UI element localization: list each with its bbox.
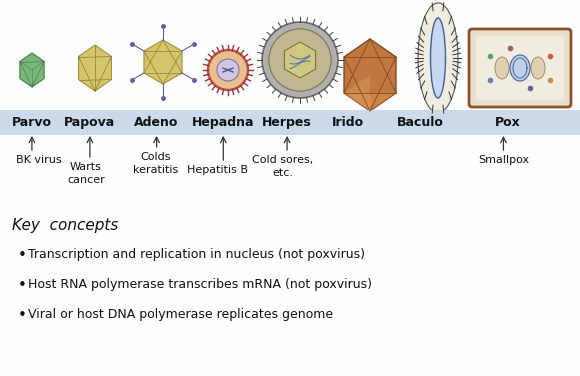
Text: Key  concepts: Key concepts (12, 218, 118, 233)
Polygon shape (284, 42, 316, 78)
Text: Cold sores,
etc.: Cold sores, etc. (252, 155, 314, 178)
Text: Transcription and replication in nucleus (not poxvirus): Transcription and replication in nucleus… (28, 248, 365, 261)
Circle shape (269, 29, 331, 91)
Text: •: • (18, 248, 27, 263)
Ellipse shape (510, 55, 530, 81)
FancyBboxPatch shape (476, 36, 564, 100)
Text: Hepadna: Hepadna (192, 116, 255, 129)
Text: Parvo: Parvo (12, 116, 52, 129)
Text: BK virus: BK virus (16, 155, 62, 165)
Ellipse shape (531, 57, 545, 79)
Text: Pox: Pox (495, 116, 520, 129)
Polygon shape (78, 45, 111, 91)
Polygon shape (344, 75, 370, 111)
Text: Warts
cancer: Warts cancer (67, 162, 105, 185)
Polygon shape (344, 39, 396, 111)
Ellipse shape (430, 18, 445, 98)
Circle shape (208, 50, 248, 90)
Bar (0, 110, 580, 135)
Text: Host RNA polymerase transcribes mRNA (not poxvirus): Host RNA polymerase transcribes mRNA (no… (28, 278, 372, 291)
Text: Hepatitis B: Hepatitis B (187, 165, 248, 175)
Text: •: • (18, 308, 27, 323)
Text: Baculo: Baculo (397, 116, 444, 129)
Polygon shape (20, 53, 44, 87)
FancyBboxPatch shape (469, 29, 571, 107)
Ellipse shape (495, 57, 509, 79)
Circle shape (262, 22, 338, 98)
Text: Colds
keratitis: Colds keratitis (133, 152, 178, 175)
Text: Smallpox: Smallpox (478, 155, 529, 165)
Text: •: • (18, 278, 27, 293)
Text: Papova: Papova (64, 116, 115, 129)
Text: Viral or host DNA polymerase replicates genome: Viral or host DNA polymerase replicates … (28, 308, 333, 321)
Text: Irido: Irido (332, 116, 364, 129)
Text: Herpes: Herpes (262, 116, 312, 129)
Polygon shape (144, 40, 182, 84)
Circle shape (217, 59, 239, 81)
Ellipse shape (418, 3, 458, 113)
Text: Adeno: Adeno (135, 116, 179, 129)
Polygon shape (344, 93, 396, 111)
